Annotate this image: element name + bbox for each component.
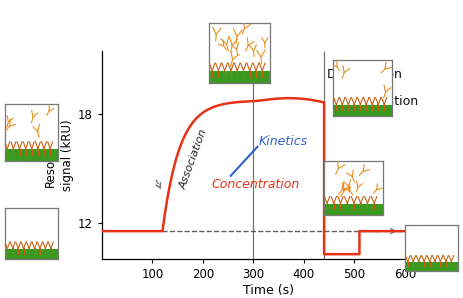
Bar: [209, 71, 270, 83]
Text: Association: Association: [178, 128, 209, 191]
Text: Concentration: Concentration: [212, 179, 300, 191]
Text: Regeneration: Regeneration: [335, 95, 419, 108]
Y-axis label: Resonance
signal (kRU): Resonance signal (kRU): [44, 119, 74, 191]
Bar: [405, 262, 458, 271]
Text: Kinetics: Kinetics: [258, 135, 307, 148]
Bar: [5, 249, 58, 259]
X-axis label: Time (s): Time (s): [243, 284, 294, 297]
Text: Dissociation: Dissociation: [326, 68, 402, 81]
Bar: [5, 150, 58, 161]
Bar: [324, 204, 383, 215]
Bar: [333, 105, 392, 116]
